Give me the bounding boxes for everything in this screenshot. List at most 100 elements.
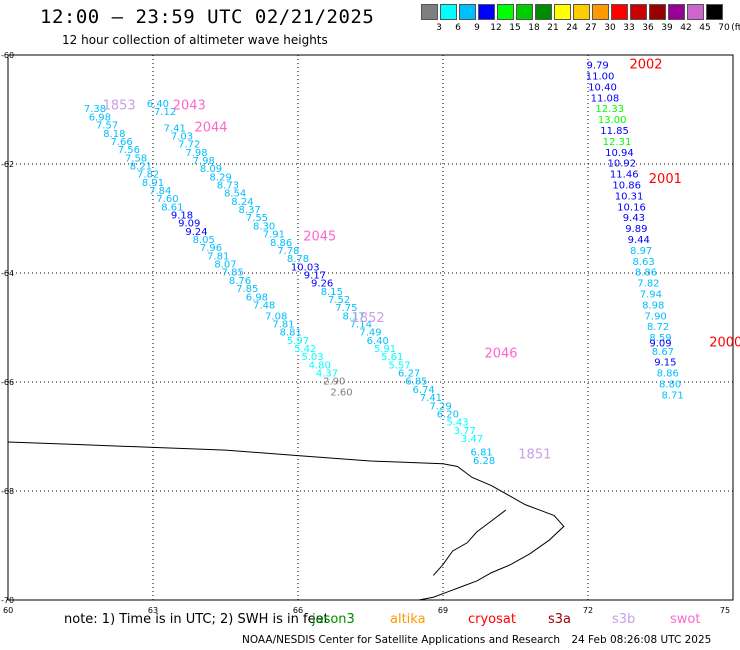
wave-height-value: 9.79 [587,61,609,72]
wave-height-value: 8.97 [630,246,652,257]
wave-height-value: 10.03 [291,262,320,273]
legend-value: 6 [455,23,461,33]
wave-height-value: 7.82 [137,170,159,181]
legend-value: 39 [661,23,673,33]
wave-height-value: 5.91 [374,344,396,355]
wave-height-value: 5.42 [294,344,316,355]
wave-height-value: 8.73 [217,181,239,192]
lon-tick-label: 69 [438,606,448,615]
wave-height-value: 4.80 [309,360,331,371]
legend-swatch [421,4,438,20]
wave-height-value: 10.86 [612,181,641,192]
legend-value: 21 [547,23,559,33]
legend-value: 15 [509,23,521,33]
legend-value: 36 [642,23,654,33]
wave-height-value: 2.60 [330,388,352,399]
wave-height-value: 9.44 [628,235,650,246]
track-time-label: 2043 [173,99,206,114]
lat-tick-label: -64 [1,269,14,278]
wave-height-value: 8.15 [321,287,343,298]
wave-height-value: 9.17 [304,270,326,281]
wave-height-value: 7.08 [265,311,287,322]
generated-time: 24 Feb 08:26:08 UTC 2025 [571,634,712,646]
legend-value: 24 [566,23,578,33]
wave-height-value: 7.55 [246,213,268,224]
wave-height-value: 8.76 [229,276,251,287]
wave-height-value: 13.00 [598,115,627,126]
lat-tick-label: -66 [1,378,14,387]
wave-height-value: 7.90 [645,311,667,322]
credit-org: NOAA/NESDIS Center for Satellite Applica… [242,634,560,646]
wave-height-value: 7.85 [222,268,244,279]
wave-height-value: 8.09 [200,164,222,175]
wave-height-value: 7.48 [253,300,275,311]
wave-height-value: 7.41 [420,393,442,404]
wave-height-value: 4.37 [316,369,338,380]
wave-height-value: 7.57 [96,121,118,132]
wave-height-value: 2.90 [323,377,345,388]
legend-swatch [516,4,533,20]
legend-swatch [459,4,476,20]
wave-height-value: 6.27 [398,369,420,380]
legend-value: 70 [718,23,730,33]
wave-height-value: 9.43 [623,213,645,224]
legend-swatch [497,4,514,20]
wave-height-value: 6.74 [413,385,435,396]
satellite-name: s3a [548,612,572,627]
wave-height-value: 7.72 [178,140,200,151]
wave-height-value: 7.98 [185,148,207,159]
wave-height-value: 8.59 [649,333,671,344]
wave-height-value: 5.43 [446,418,468,429]
wave-height-value: 8.72 [647,322,669,333]
wave-height-value: 6.20 [437,409,459,420]
track-time-label: 1852 [352,311,385,326]
legend-value: 33 [623,23,635,33]
wave-height-value: 7.82 [637,279,659,290]
wave-height-value: 8.86 [270,238,292,249]
lon-tick-label: 75 [720,606,730,615]
wave-height-value: 11.85 [600,126,629,137]
lon-tick-label: 63 [148,606,158,615]
wave-height-value: 5.97 [287,336,309,347]
wave-height-value: 7.03 [171,131,193,142]
wave-height-value: 5.57 [388,360,410,371]
track-time-label: 1851 [518,447,551,462]
track-time-label: 1853 [103,99,136,114]
wave-height-value: 8.67 [652,347,674,358]
map-frame [7,54,734,601]
lat-tick-label: -68 [1,487,14,496]
wave-height-value: 11.46 [610,170,639,181]
wave-height-value: 7.84 [149,186,171,197]
legend-swatch [649,4,666,20]
wave-height-value: 6.85 [405,377,427,388]
wave-height-value: 5.61 [381,352,403,363]
legend-unit: (ft) [731,23,740,33]
footer-note: note: 1) Time is in UTC; 2) SWH is in fe… [64,612,329,627]
wave-height-value: 5.03 [301,352,323,363]
wave-height-value: 7.12 [154,107,176,118]
legend-swatch [630,4,647,20]
wave-height-value: 3.47 [461,434,483,445]
wave-height-value: 7.38 [84,104,106,115]
track-time-label: 2045 [303,229,336,244]
legend-swatch [592,4,609,20]
wave-height-value: 8.24 [231,197,253,208]
wave-height-value: 8.18 [103,129,125,140]
wave-height-value: 8.29 [210,172,232,183]
wave-height-value: 8.21 [130,161,152,172]
wave-height-value: 8.07 [214,260,236,271]
legend-swatch [554,4,571,20]
wave-height-value: 10.40 [588,82,617,93]
wave-height-value: 6.81 [471,448,493,459]
legend-value: 18 [528,23,540,33]
credit-line: NOAA/NESDIS Center for Satellite Applica… [242,634,711,646]
legend-swatch [573,4,590,20]
legend-value: 30 [604,23,616,33]
coastline-inner [432,509,507,576]
legend-value: 42 [680,23,692,33]
wave-height-value: 9.09 [178,219,200,230]
wave-height-value: 6.98 [89,112,111,123]
wave-height-value: 7.81 [207,251,229,262]
wave-height-value: 9.26 [311,279,333,290]
